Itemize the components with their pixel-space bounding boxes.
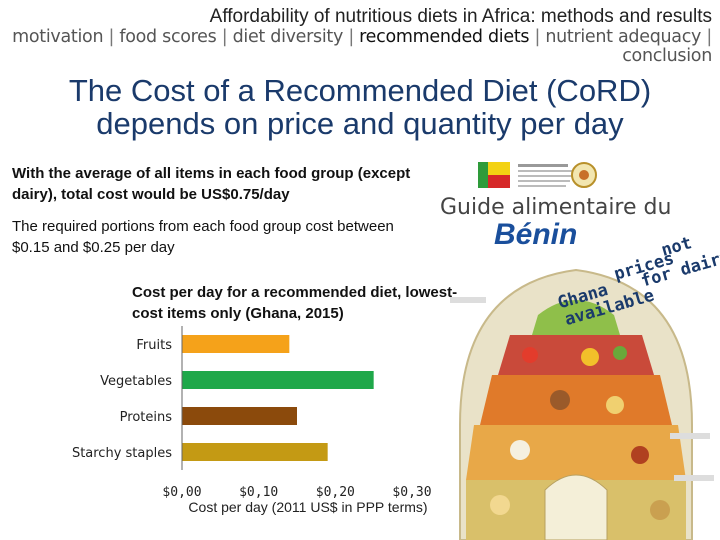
- food-pyramid-illustration: [450, 268, 714, 540]
- nav-separator: |: [348, 27, 360, 47]
- bar-starchy-staples: [182, 443, 328, 461]
- nav-item-diet-diversity[interactable]: diet diversity: [232, 27, 344, 47]
- guide-country: Bénin: [494, 218, 578, 251]
- coat-of-arms-icon: [571, 162, 597, 188]
- cost-bar-chart: Fruits Vegetables Proteins Starchy staples $…: [72, 326, 432, 500]
- nav-item-food-scores[interactable]: food scores: [119, 27, 217, 47]
- x-axis-label: Cost per day (2011 US$ in PPP terms): [188, 499, 428, 515]
- slide-headline: The Cost of a Recommended Diet (CoRD) de…: [0, 74, 720, 140]
- headline-line-2: depends on price and quantity per day: [96, 106, 624, 141]
- section-breadcrumb: motivation | food scores | diet diversit…: [8, 28, 712, 66]
- x-tick-label: $0,20: [316, 485, 355, 500]
- bar-vegetables: [182, 371, 374, 389]
- category-label: Proteins: [120, 410, 173, 425]
- benin-guide-header: [478, 162, 597, 188]
- chart-title: Cost per day for a recommended diet, low…: [132, 284, 458, 322]
- x-tick-label: $0,00: [162, 485, 201, 500]
- x-tick-label: $0,10: [239, 485, 278, 500]
- category-label: Fruits: [136, 338, 172, 353]
- guide-title: Guide alimentaire du: [440, 195, 672, 220]
- nav-separator: |: [706, 27, 712, 47]
- category-label: Starchy staples: [72, 446, 172, 461]
- nav-separator: |: [221, 27, 233, 47]
- nav-separator: |: [108, 27, 120, 47]
- nav-item-recommended-diets[interactable]: recommended diets: [359, 27, 530, 47]
- category-label: Vegetables: [100, 374, 172, 389]
- nav-item-conclusion[interactable]: conclusion: [622, 46, 712, 66]
- average-cost-text: With the average of all items in each fo…: [12, 165, 411, 203]
- benin-flag-icon: [478, 162, 510, 188]
- headline-line-1: The Cost of a Recommended Diet (CoRD): [68, 73, 652, 108]
- dairy-price-note: not prices Ghana for dairy available: [556, 233, 720, 328]
- presentation-title: Affordability of nutritious diets in Afr…: [209, 6, 712, 27]
- nav-item-motivation[interactable]: motivation: [12, 27, 104, 47]
- nav-separator: |: [534, 27, 546, 47]
- x-tick-label: $0,30: [392, 485, 431, 500]
- ministry-text-lines: [518, 164, 578, 187]
- portion-cost-text: The required portions from each food gro…: [12, 218, 394, 256]
- nav-item-nutrient-adequacy[interactable]: nutrient adequacy: [545, 27, 702, 47]
- bar-fruits: [182, 335, 290, 353]
- bar-proteins: [182, 407, 297, 425]
